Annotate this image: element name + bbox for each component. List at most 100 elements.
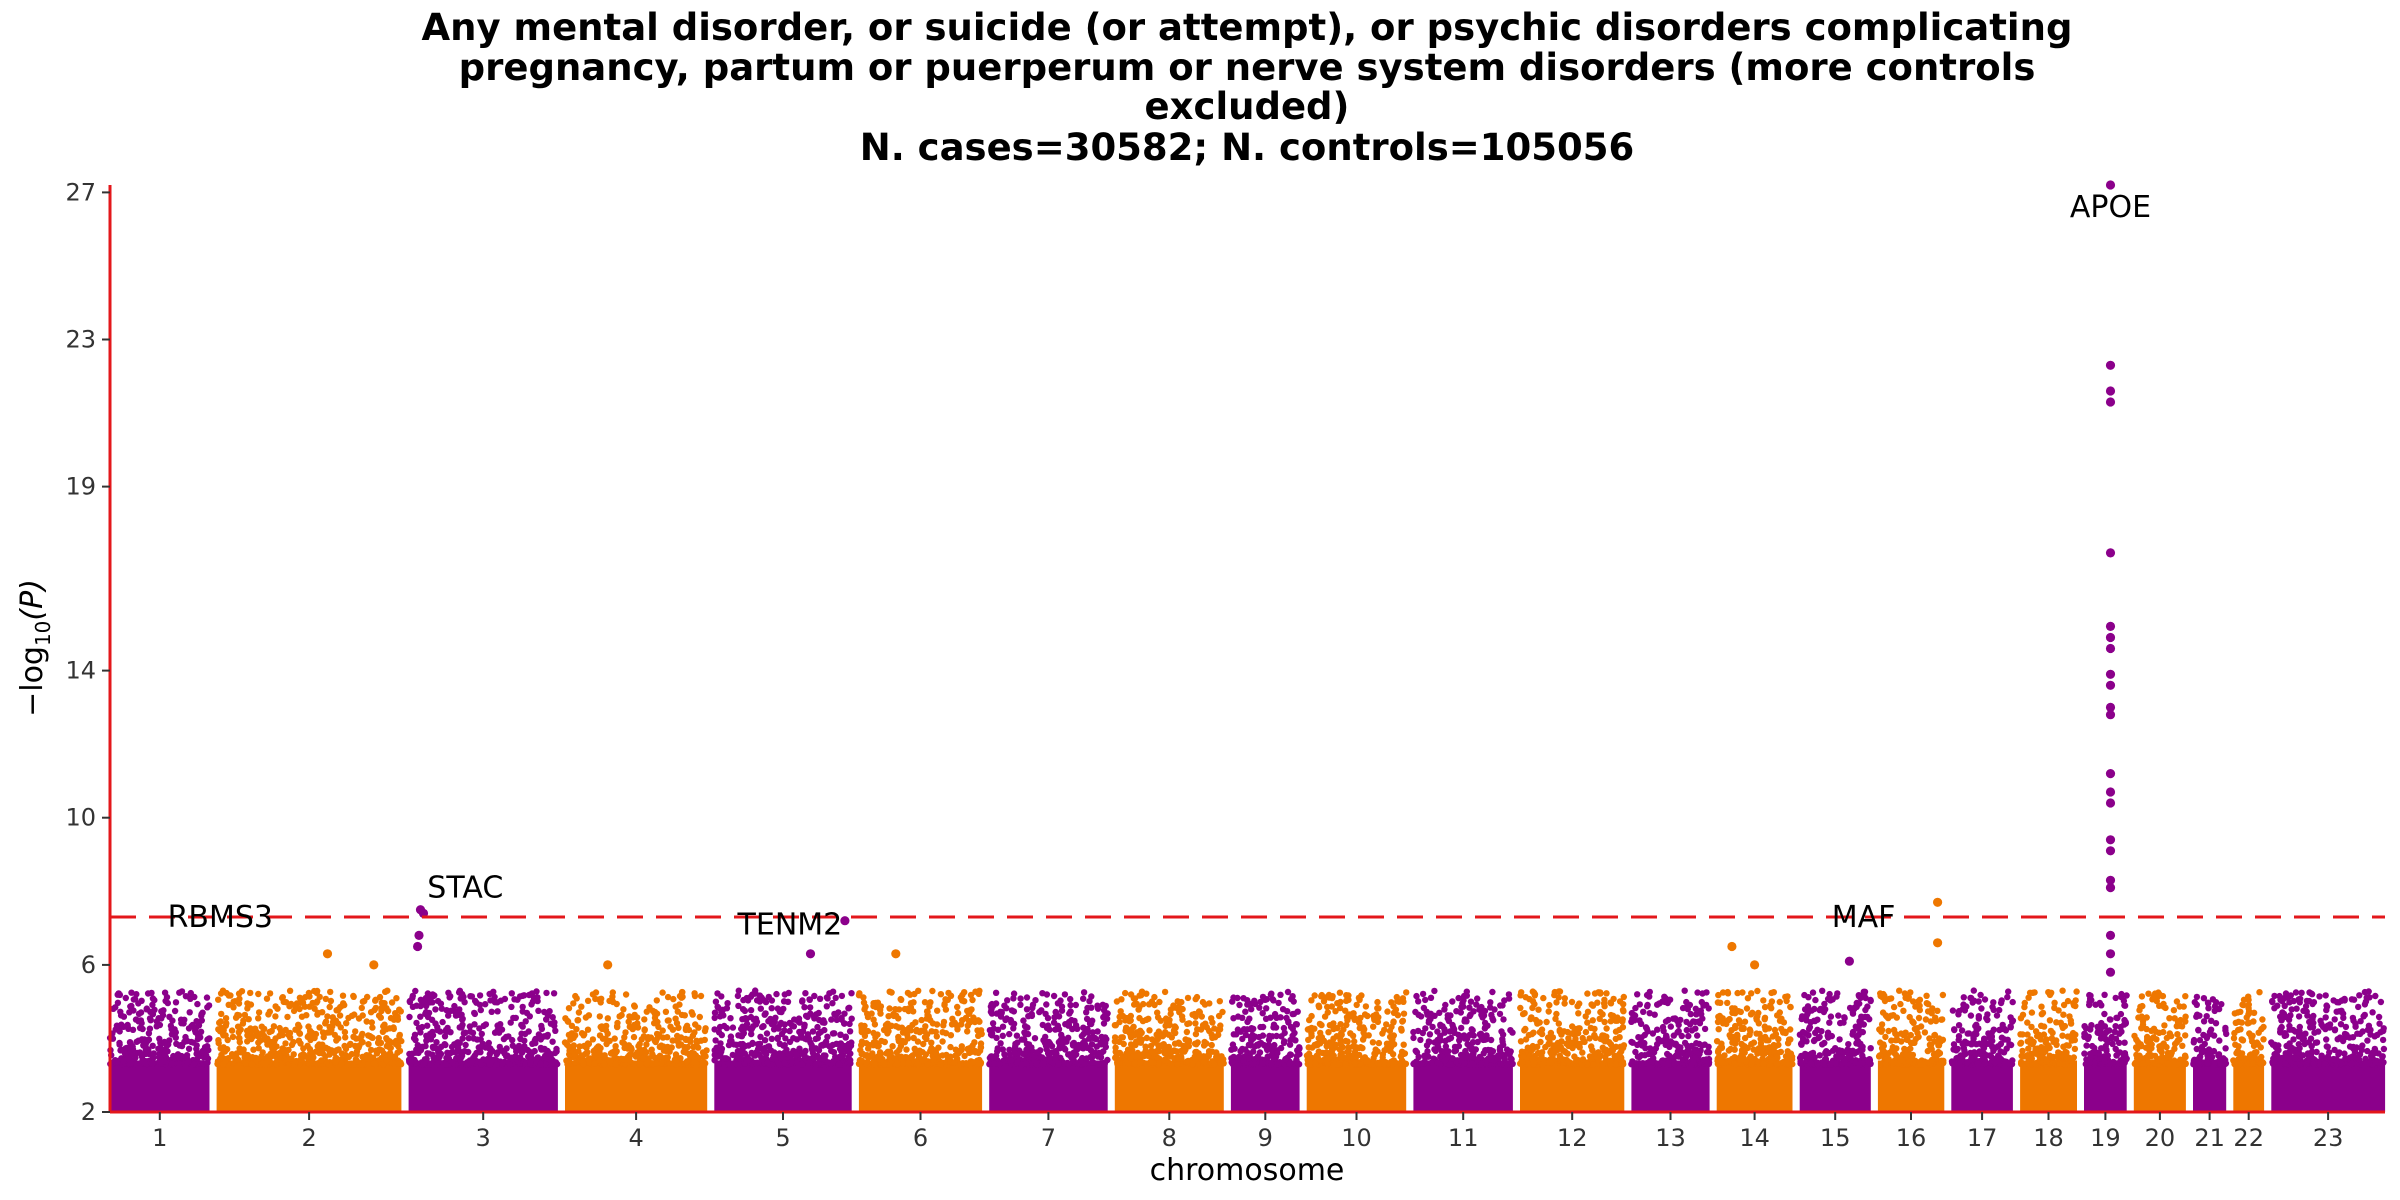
snp-point (531, 1047, 538, 1055)
snp-point (1116, 1018, 1123, 1026)
snp-point (1288, 995, 1295, 1003)
snp-point (769, 1055, 777, 1062)
snp-point (1538, 1053, 1545, 1060)
snp-point (1021, 1022, 1029, 1030)
snp-point (1363, 1058, 1370, 1065)
snp-point (1086, 998, 1093, 1005)
snp-point (308, 1029, 316, 1037)
snp-point (1412, 1008, 1419, 1016)
snp-point (549, 1014, 556, 1021)
snp-point (1464, 1035, 1471, 1042)
snp-point (627, 1051, 635, 1058)
snp-point (869, 1050, 876, 1057)
snp-point (1287, 1036, 1294, 1044)
snp-point (999, 1046, 1006, 1053)
snp-point (965, 1017, 972, 1025)
snp-point (1375, 1005, 1382, 1012)
snp-point (989, 1020, 997, 1027)
snp-point (326, 1029, 333, 1036)
snp-point (335, 1006, 342, 1013)
snp-point (1601, 996, 1608, 1003)
snp-point (316, 1024, 323, 1031)
snp-point (517, 1035, 524, 1043)
snp-point (477, 1006, 484, 1014)
snp-point (1519, 1059, 1526, 1066)
snp-point (892, 1006, 899, 1013)
snp-point (997, 1040, 1004, 1047)
snp-point (1133, 1038, 1140, 1045)
snp-point (383, 1057, 390, 1064)
snp-point (468, 993, 476, 1000)
snp-point (735, 987, 742, 994)
snp-point (691, 990, 698, 997)
snp-point (817, 1055, 825, 1062)
snp-point (1255, 1033, 1263, 1041)
snp-point (729, 1051, 736, 1059)
snp-point (1427, 994, 1435, 1001)
snp-point (309, 1049, 316, 1057)
snp-point (773, 990, 780, 998)
snp-point (631, 1021, 638, 1029)
snp-point (622, 1029, 629, 1036)
snp-point (942, 1030, 950, 1037)
snp-point (575, 1009, 583, 1016)
snp-point (1663, 1032, 1670, 1039)
snp-point (691, 1029, 698, 1036)
snp-point (830, 1049, 838, 1056)
snp-point (1014, 1058, 1021, 1066)
snp-point (1003, 1005, 1010, 1012)
snp-point (346, 1060, 353, 1068)
snp-point (611, 1035, 618, 1042)
snp-point (162, 997, 169, 1005)
snp-point (811, 992, 818, 1000)
snp-point (1311, 992, 1318, 999)
snp-point (1603, 1033, 1610, 1040)
snp-point (341, 1001, 348, 1009)
snp-point (1381, 1026, 1388, 1034)
snp-point (1531, 992, 1539, 999)
snp-point (694, 1044, 702, 1051)
snp-point (408, 1055, 415, 1062)
snp-point (1392, 1006, 1400, 1013)
snp-point (636, 1060, 643, 1068)
snp-point (1082, 1027, 1089, 1035)
snp-point (682, 1035, 689, 1043)
snp-point (781, 991, 788, 998)
snp-point (1277, 1044, 1285, 1052)
snp-point (512, 1014, 519, 1022)
snp-point (1149, 1059, 1156, 1066)
snp-point (1044, 1014, 1052, 1022)
snp-point (1065, 1021, 1073, 1029)
snp-point (153, 1023, 160, 1030)
snp-point (658, 1059, 665, 1067)
snp-point (442, 1060, 449, 1068)
snp-point (1328, 994, 1336, 1002)
snp-point (140, 1059, 148, 1066)
snp-point (712, 998, 720, 1005)
snp-point (821, 1019, 828, 1026)
snp-point (1337, 1040, 1344, 1047)
snp-point (1637, 1039, 1645, 1046)
snp-point (578, 1003, 585, 1010)
snp-point (1399, 1018, 1406, 1025)
snp-point (752, 1060, 760, 1068)
snp-point (547, 1020, 555, 1027)
snp-point (793, 1036, 801, 1043)
snp-point (524, 1046, 531, 1054)
snp-point (870, 1029, 877, 1037)
snp-point (652, 1008, 659, 1016)
snp-point (833, 1016, 840, 1024)
snp-point (372, 997, 379, 1004)
snp-point (546, 1050, 553, 1057)
snp-point (625, 1018, 632, 1025)
snp-point (1127, 991, 1135, 998)
snp-point (778, 1030, 786, 1038)
snp-point (665, 1017, 672, 1024)
snp-point (679, 989, 686, 996)
snp-point (496, 1043, 503, 1051)
snp-point (1462, 1047, 1469, 1055)
snp-point (1123, 1024, 1130, 1031)
snp-point (1434, 1059, 1441, 1066)
snp-point (1628, 1061, 1635, 1068)
snp-point (1395, 998, 1403, 1005)
